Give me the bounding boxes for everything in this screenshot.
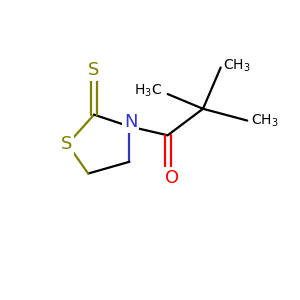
Text: O: O (165, 169, 179, 187)
Text: H$_3$C: H$_3$C (134, 83, 163, 99)
Text: CH$_3$: CH$_3$ (251, 112, 279, 129)
Text: S: S (60, 135, 72, 153)
Text: S: S (88, 61, 100, 80)
Text: CH$_3$: CH$_3$ (223, 58, 251, 74)
Text: N: N (124, 113, 138, 131)
